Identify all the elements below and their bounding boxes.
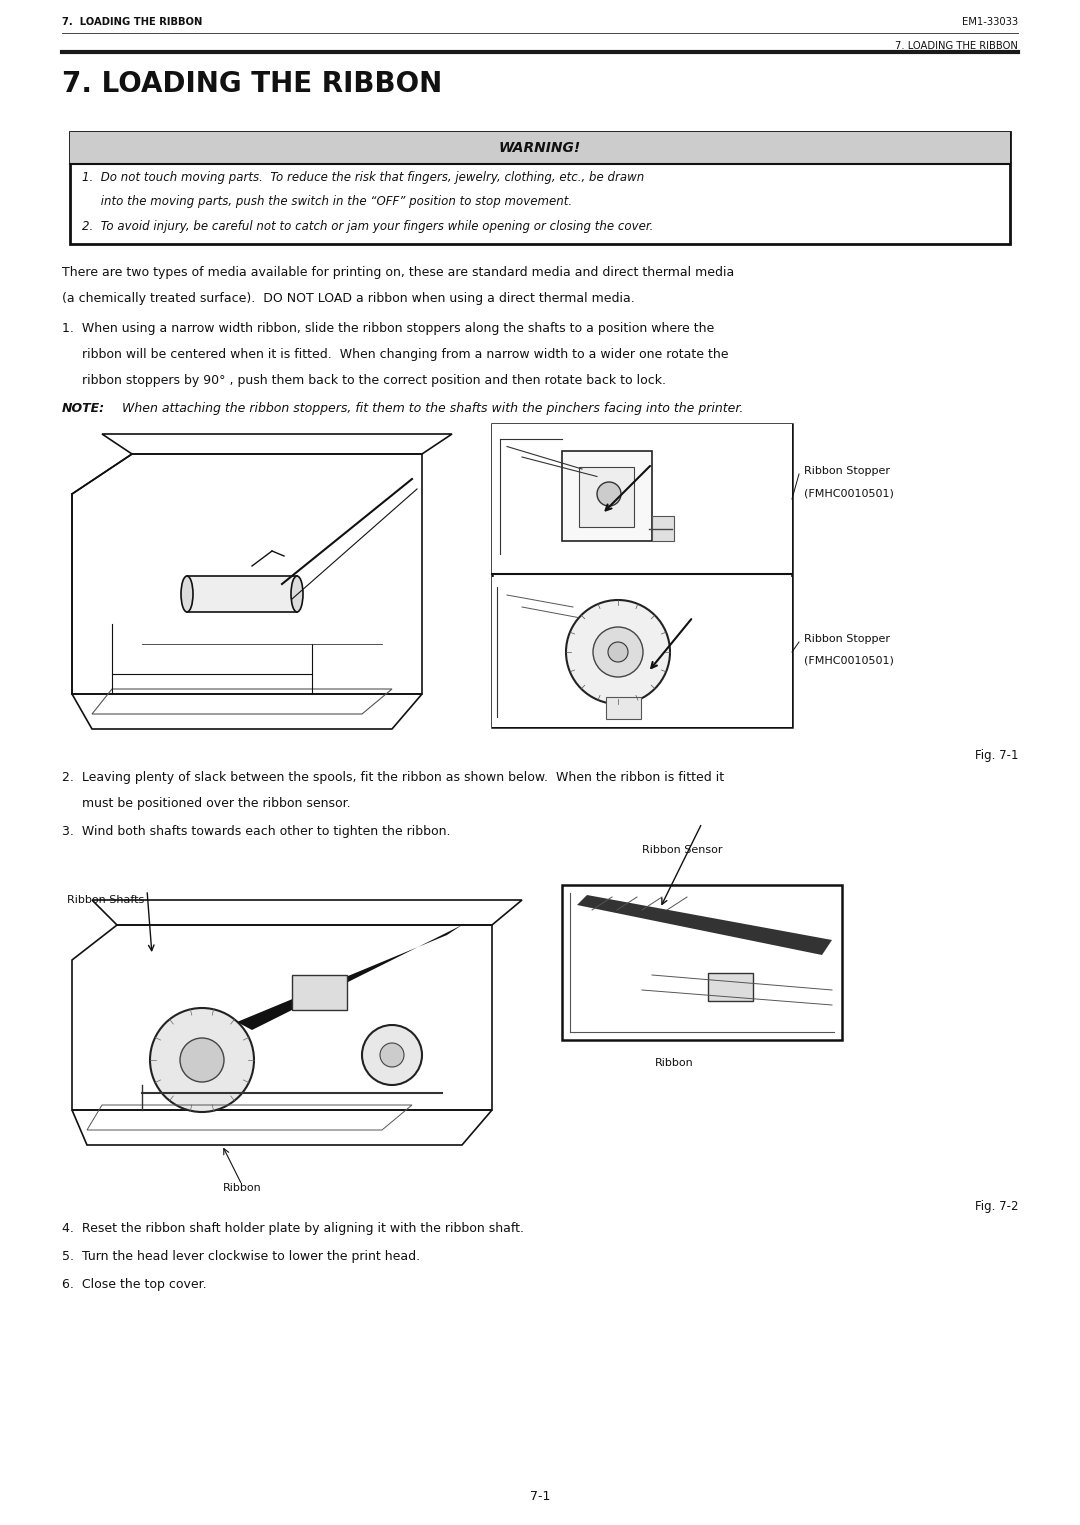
Polygon shape <box>237 926 462 1029</box>
Circle shape <box>362 1025 422 1084</box>
Text: ribbon will be centered when it is fitted.  When changing from a narrow width to: ribbon will be centered when it is fitte… <box>62 348 729 361</box>
Ellipse shape <box>181 576 193 612</box>
Text: Ribbon Stopper: Ribbon Stopper <box>804 467 890 476</box>
Text: 7. LOADING THE RIBBON: 7. LOADING THE RIBBON <box>895 41 1018 50</box>
Text: ribbon stoppers by 90° , push them back to the correct position and then rotate : ribbon stoppers by 90° , push them back … <box>62 374 666 387</box>
Text: into the moving parts, push the switch in the “OFF” position to stop movement.: into the moving parts, push the switch i… <box>82 195 572 209</box>
Bar <box>187 576 297 612</box>
Text: 1.  Do not touch moving parts.  To reduce the risk that fingers, jewelry, clothi: 1. Do not touch moving parts. To reduce … <box>82 171 645 185</box>
Circle shape <box>597 482 621 506</box>
Bar <box>707 973 753 1002</box>
Bar <box>70 133 1010 165</box>
Bar <box>492 424 792 727</box>
Text: 3.  Wind both shafts towards each other to tighten the ribbon.: 3. Wind both shafts towards each other t… <box>62 825 450 839</box>
Text: 7-1: 7-1 <box>530 1490 550 1504</box>
Text: Ribbon Sensor: Ribbon Sensor <box>642 845 723 856</box>
Bar <box>562 451 652 541</box>
Bar <box>62 884 522 1165</box>
Text: Fig. 7-2: Fig. 7-2 <box>974 1200 1018 1212</box>
Text: WARNING!: WARNING! <box>499 140 581 156</box>
Text: must be positioned over the ribbon sensor.: must be positioned over the ribbon senso… <box>62 798 351 810</box>
Text: 7. LOADING THE RIBBON: 7. LOADING THE RIBBON <box>62 70 442 98</box>
Text: (FMHC0010501): (FMHC0010501) <box>804 656 894 666</box>
Bar <box>492 424 792 573</box>
Ellipse shape <box>291 576 303 612</box>
Text: (a chemically treated surface).  DO NOT LOAD a ribbon when using a direct therma: (a chemically treated surface). DO NOT L… <box>62 291 635 305</box>
Text: Ribbon Stopper: Ribbon Stopper <box>804 634 890 644</box>
Circle shape <box>180 1039 224 1083</box>
Bar <box>579 467 634 528</box>
Circle shape <box>566 599 670 705</box>
Circle shape <box>608 642 627 662</box>
Text: 1.  When using a narrow width ribbon, slide the ribbon stoppers along the shafts: 1. When using a narrow width ribbon, sli… <box>62 322 714 336</box>
Text: Ribbon: Ribbon <box>222 1183 261 1193</box>
Text: NOTE:: NOTE: <box>62 403 105 415</box>
Text: 4.  Reset the ribbon shaft holder plate by aligning it with the ribbon shaft.: 4. Reset the ribbon shaft holder plate b… <box>62 1222 524 1235</box>
Text: 2.  Leaving plenty of slack between the spools, fit the ribbon as shown below.  : 2. Leaving plenty of slack between the s… <box>62 772 724 784</box>
Text: There are two types of media available for printing on, these are standard media: There are two types of media available f… <box>62 265 734 279</box>
Text: EM1-33033: EM1-33033 <box>962 17 1018 27</box>
Circle shape <box>380 1043 404 1068</box>
Bar <box>606 697 642 718</box>
Bar <box>492 576 792 727</box>
Text: 7.  LOADING THE RIBBON: 7. LOADING THE RIBBON <box>62 17 202 27</box>
Text: 2.  To avoid injury, be careful not to catch or jam your fingers while opening o: 2. To avoid injury, be careful not to ca… <box>82 220 653 233</box>
Bar <box>70 133 1010 244</box>
Text: (FMHC0010501): (FMHC0010501) <box>804 488 894 499</box>
Bar <box>562 884 842 1040</box>
Circle shape <box>150 1008 254 1112</box>
Text: 5.  Turn the head lever clockwise to lower the print head.: 5. Turn the head lever clockwise to lowe… <box>62 1250 420 1263</box>
Circle shape <box>593 627 643 677</box>
Text: Ribbon: Ribbon <box>654 1058 693 1068</box>
Text: When attaching the ribbon stoppers, fit them to the shafts with the pinchers fac: When attaching the ribbon stoppers, fit … <box>114 403 743 415</box>
Text: Fig. 7-1: Fig. 7-1 <box>974 749 1018 762</box>
Bar <box>652 515 674 541</box>
Text: 6.  Close the top cover.: 6. Close the top cover. <box>62 1278 206 1292</box>
Text: Ribbon Shafts: Ribbon Shafts <box>67 895 145 904</box>
Bar <box>292 974 347 1010</box>
Polygon shape <box>577 895 832 955</box>
Bar <box>62 424 472 744</box>
